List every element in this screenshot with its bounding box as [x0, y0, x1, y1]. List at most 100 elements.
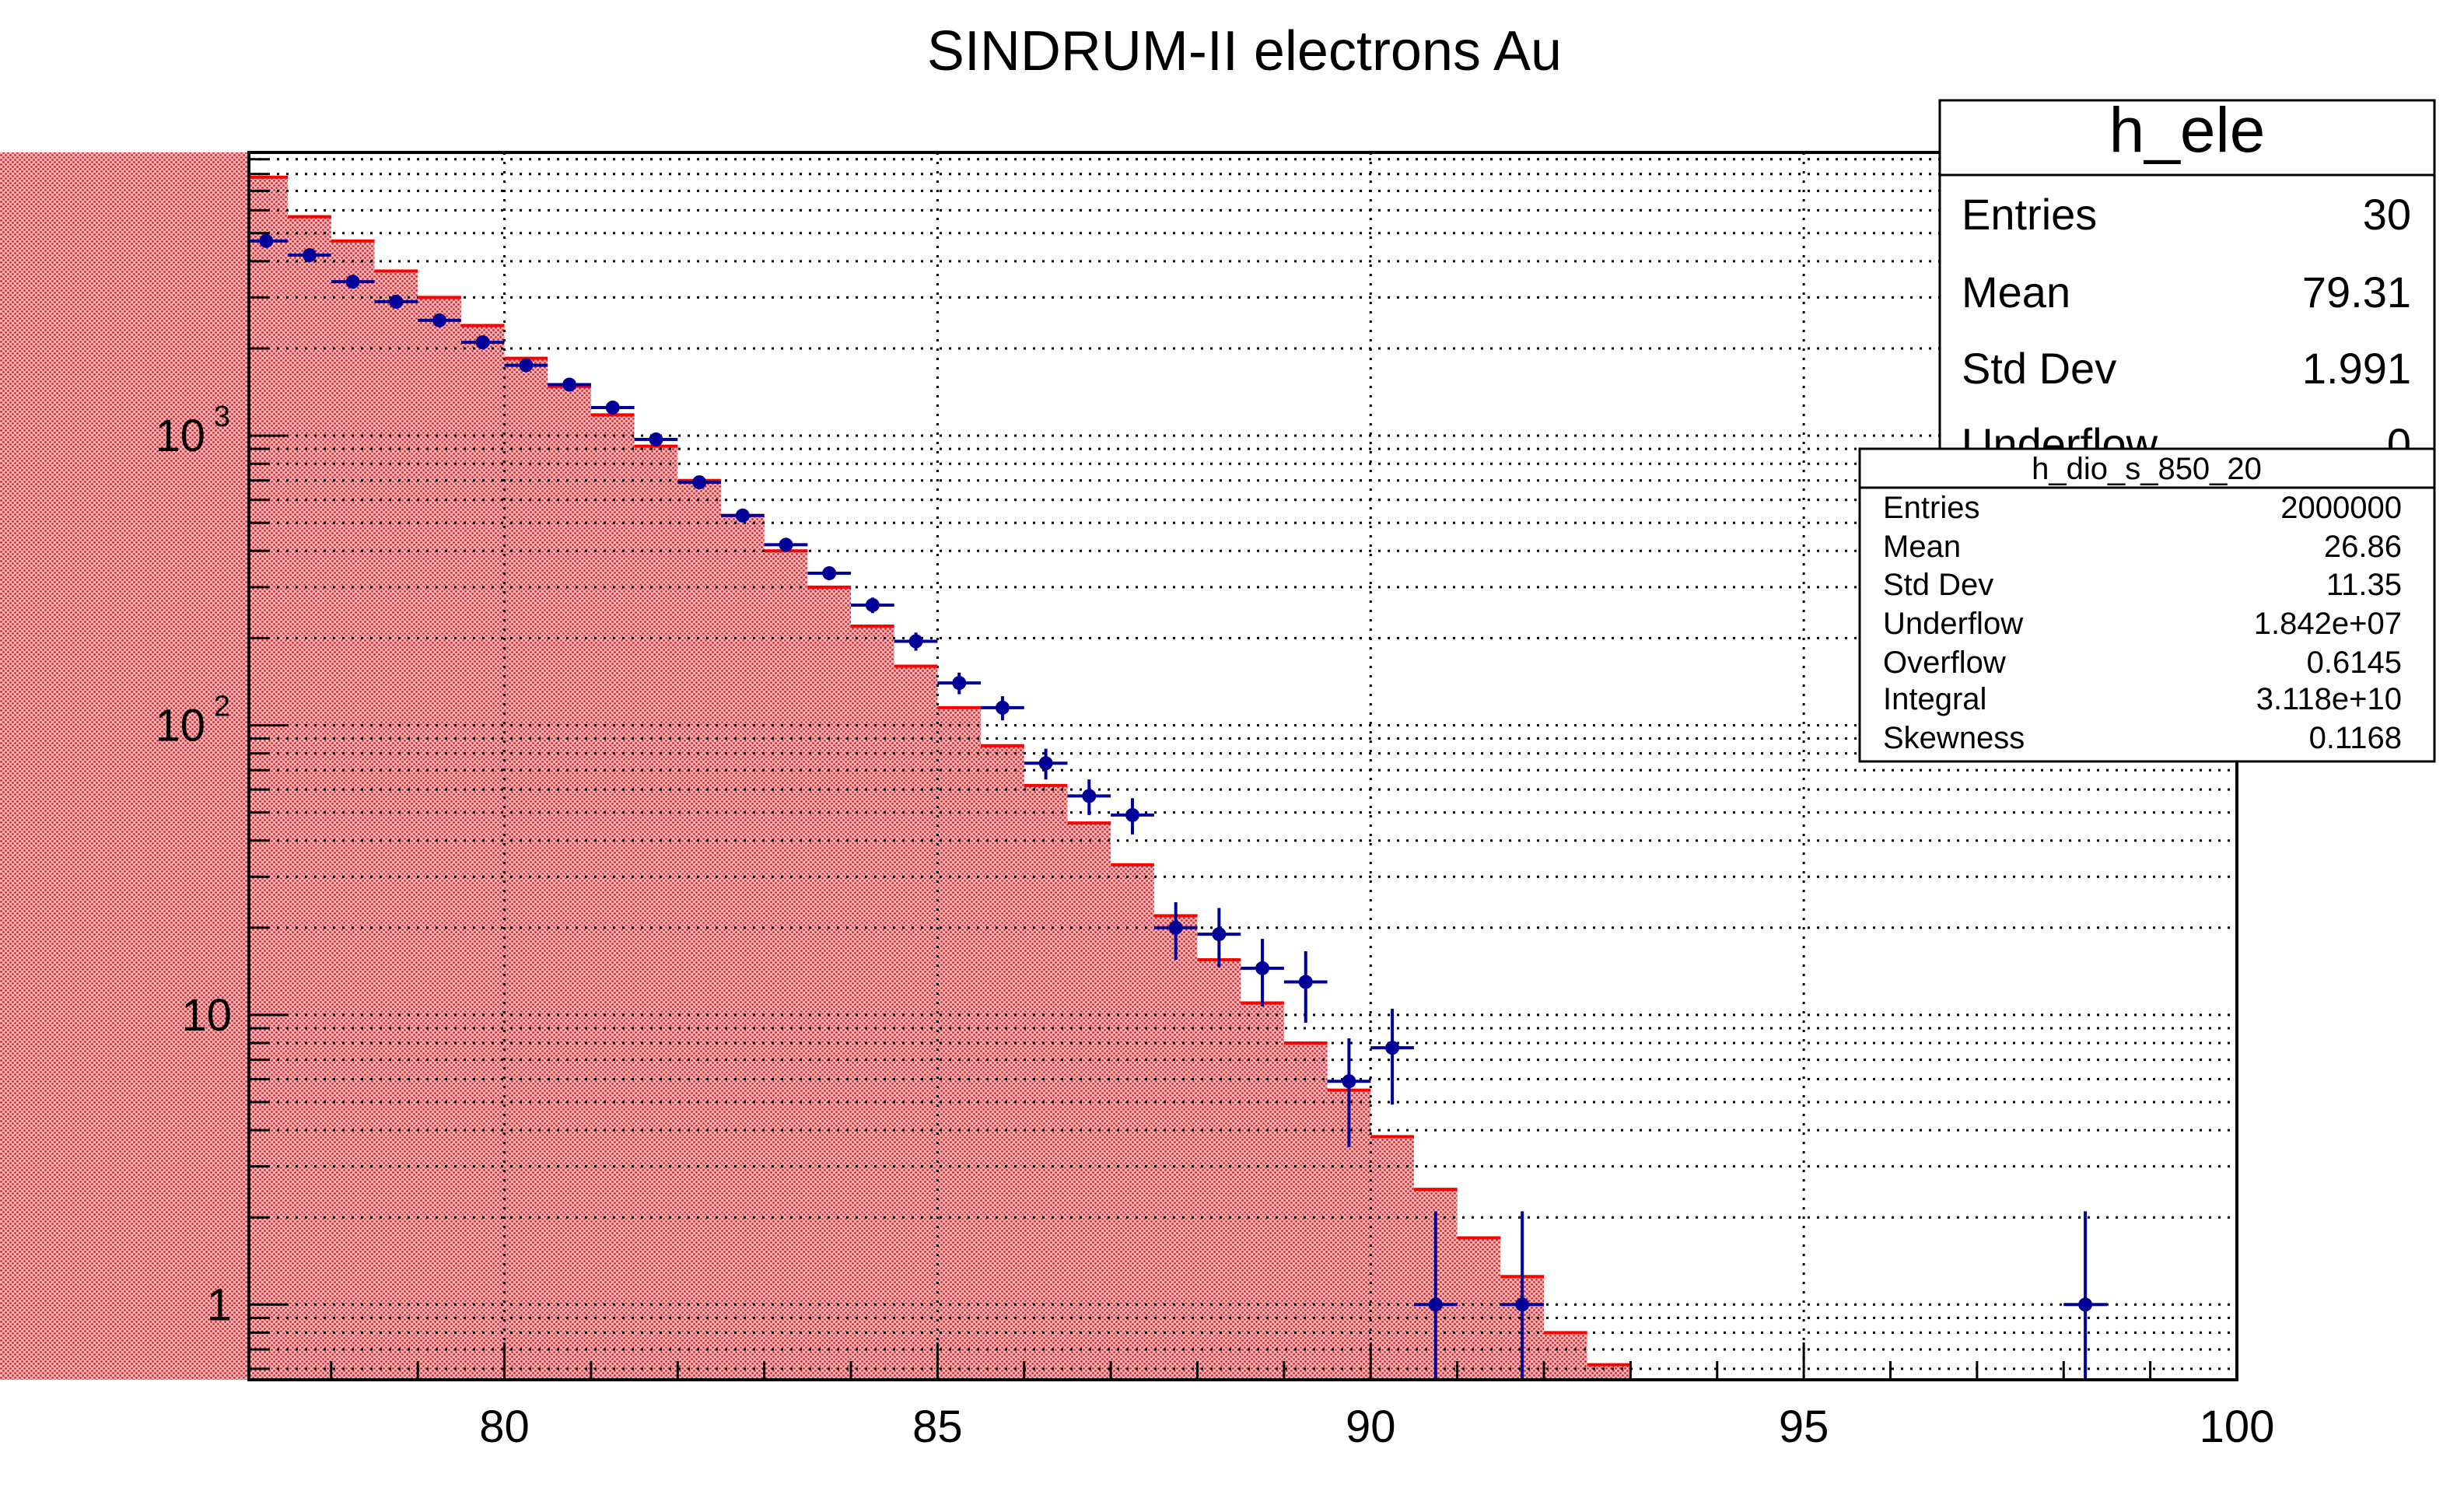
data-point-marker	[1038, 756, 1053, 771]
stats-dio-label-overflow: Overflow	[1883, 646, 2006, 680]
stats-dio-value-mean: 26.86	[2324, 530, 2402, 564]
data-point-marker	[1212, 927, 1227, 942]
stats-box-h-dio-frame	[1858, 447, 2436, 763]
stats-dio-value-skewness: 0.1168	[2309, 721, 2402, 755]
y-tick-label: 10	[155, 701, 205, 751]
data-point-marker	[259, 233, 274, 248]
data-point	[634, 432, 678, 447]
data-point	[418, 313, 461, 327]
data-point-marker	[649, 432, 663, 447]
data-point-marker	[1428, 1297, 1443, 1312]
data-point-marker	[1255, 961, 1270, 975]
data-point	[1283, 950, 1328, 1023]
stats-dio-label-underflow: Underflow	[1883, 607, 2023, 641]
data-point	[504, 358, 548, 373]
stats-dio-label-entries: Entries	[1883, 491, 1980, 525]
stats-dio-label-skewness: Skewness	[1883, 721, 2025, 755]
y-tick-label-exponent: 2	[214, 691, 230, 723]
data-point-marker	[1168, 920, 1183, 935]
stats-box-h-ele-title: h_ele	[2109, 95, 2266, 166]
data-point-marker	[1298, 975, 1313, 989]
data-point	[1153, 901, 1198, 961]
stats-dio-value-stddev: 11.35	[2326, 568, 2402, 602]
data-point-marker	[345, 275, 360, 289]
data-point	[1327, 1038, 1371, 1147]
data-point-marker	[2078, 1297, 2093, 1312]
data-point-marker	[519, 358, 534, 373]
data-point	[460, 335, 505, 350]
data-point-marker	[1515, 1297, 1530, 1312]
data-point-marker	[1082, 789, 1097, 803]
x-tick-label: 100	[2200, 1402, 2275, 1452]
y-tick-label: 10	[155, 411, 205, 461]
data-point-marker	[432, 313, 447, 327]
data-point-marker	[865, 597, 880, 612]
data-point	[331, 275, 375, 289]
data-point-marker	[735, 508, 750, 523]
stats-dio-label-mean: Mean	[1883, 530, 1961, 564]
data-point	[894, 632, 938, 651]
data-point-marker	[822, 565, 837, 580]
stats-dio-label-stddev: Std Dev	[1883, 568, 1993, 602]
data-point	[548, 377, 591, 392]
data-point-marker	[908, 634, 923, 649]
data-point	[1241, 939, 1284, 1006]
data-point	[288, 248, 331, 263]
stats-ele-label-mean: Mean	[1962, 268, 2070, 317]
stats-box-h-dio: h_dio_s_850_20 Entries 2000000 Mean 26.8…	[1858, 447, 2436, 763]
data-point	[249, 233, 289, 248]
y-tick-label: 10	[181, 990, 232, 1041]
data-point	[1370, 1009, 1414, 1105]
x-tick-label: 90	[1346, 1402, 1396, 1452]
stats-dio-value-underflow: 1.842e+07	[2254, 607, 2402, 641]
data-point	[1500, 1211, 1545, 1380]
data-point	[1024, 748, 1068, 780]
histogram-fill-layer	[0, 152, 1631, 1380]
stats-dio-value-integral: 3.118e+10	[2256, 682, 2402, 716]
data-point	[720, 508, 765, 523]
axes-layer: 80 85 90 95 100 1 10 10 2 10 3	[155, 151, 2275, 1452]
data-point-marker	[1342, 1074, 1356, 1089]
data-point-marker	[779, 537, 793, 552]
data-point-marker	[692, 475, 707, 490]
data-point-marker	[475, 335, 490, 350]
stats-ele-value-stddev: 1.991	[2302, 344, 2411, 393]
data-points-layer	[249, 233, 2107, 1380]
data-point	[1111, 798, 1154, 835]
stats-dio-value-entries: 2000000	[2280, 491, 2402, 525]
stats-dio-value-overflow: 0.6145	[2307, 646, 2402, 680]
data-point-marker	[952, 676, 967, 691]
data-point	[590, 401, 635, 415]
data-point-marker	[605, 401, 620, 415]
data-point	[677, 475, 721, 490]
data-point	[981, 696, 1024, 721]
data-point	[1067, 779, 1111, 815]
data-point	[851, 597, 894, 614]
data-point	[764, 537, 808, 552]
stats-ele-value-mean: 79.31	[2302, 268, 2411, 317]
x-tick-label: 85	[912, 1402, 963, 1452]
data-point	[374, 294, 418, 309]
stats-ele-value-entries: 30	[2363, 190, 2411, 239]
data-point-marker	[389, 294, 404, 309]
data-point	[1413, 1211, 1458, 1380]
data-point-marker	[562, 377, 577, 392]
y-tick-label-exponent: 3	[214, 401, 230, 433]
data-point-marker	[1385, 1041, 1400, 1055]
chart-title: SINDRUM-II electrons Au	[927, 20, 1562, 82]
data-point-marker	[995, 700, 1010, 715]
data-point-marker	[302, 248, 317, 263]
data-point	[1197, 908, 1241, 968]
histogram-fill-spill	[0, 152, 249, 1380]
y-tick-label: 1	[207, 1279, 232, 1330]
x-tick-label: 80	[479, 1402, 530, 1452]
data-point-marker	[1125, 807, 1139, 822]
data-point	[2063, 1211, 2107, 1380]
plot-frame	[247, 151, 2238, 1381]
stats-box-h-dio-title: h_dio_s_850_20	[2032, 452, 2262, 486]
stats-ele-label-entries: Entries	[1962, 190, 2097, 239]
data-point	[807, 565, 852, 580]
x-tick-label: 95	[1779, 1402, 1829, 1452]
data-point	[937, 672, 982, 695]
